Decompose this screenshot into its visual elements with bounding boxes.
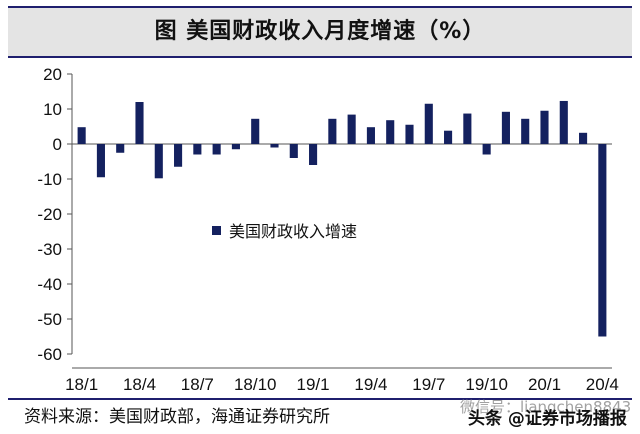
bar xyxy=(405,124,414,144)
x-tick-label: 18/10 xyxy=(234,375,277,394)
bar xyxy=(463,113,472,144)
bar xyxy=(598,144,607,337)
bar xyxy=(424,103,433,144)
title-rule xyxy=(8,56,632,58)
footer-credit: 头条 @证券市场播报 xyxy=(468,409,627,429)
footer-rule xyxy=(8,398,632,400)
y-tick-label: 10 xyxy=(43,100,62,119)
y-tick-label: -10 xyxy=(37,170,62,189)
source-note: 资料来源：美国财政部，海通证券研究所 xyxy=(24,407,330,427)
bar xyxy=(366,127,375,144)
bar xyxy=(174,144,183,167)
bar xyxy=(231,144,240,150)
bar xyxy=(386,120,395,144)
x-tick-label: 20/1 xyxy=(528,375,561,394)
bar xyxy=(289,144,298,158)
bar xyxy=(482,144,491,155)
y-tick-label: -60 xyxy=(37,345,62,364)
y-tick-label: -50 xyxy=(37,310,62,329)
bar xyxy=(347,114,356,144)
bar xyxy=(212,144,221,155)
bar xyxy=(193,144,202,155)
bar xyxy=(309,144,318,165)
x-tick-label: 18/7 xyxy=(181,375,214,394)
bar xyxy=(540,110,549,144)
bar xyxy=(116,144,125,153)
bar xyxy=(579,132,588,144)
title-band: 图 美国财政收入月度增速（%） xyxy=(8,8,632,56)
bar xyxy=(444,130,453,144)
bar xyxy=(501,111,510,144)
y-tick-label: -40 xyxy=(37,275,62,294)
top-rule xyxy=(8,6,632,8)
legend-swatch xyxy=(212,225,221,235)
bar xyxy=(270,144,279,148)
bar xyxy=(251,118,260,144)
x-tick-label: 18/4 xyxy=(123,375,156,394)
x-tick-label: 19/4 xyxy=(354,375,387,394)
x-tick-label: 20/4 xyxy=(586,375,619,394)
bar xyxy=(135,102,144,144)
legend-label: 美国财政收入增速 xyxy=(229,222,358,241)
legend: 美国财政收入增速 xyxy=(212,218,357,242)
x-tick-label: 19/7 xyxy=(412,375,445,394)
y-tick-label: -30 xyxy=(37,240,62,259)
y-tick-label: 0 xyxy=(53,135,62,154)
y-tick-label: 20 xyxy=(43,65,62,84)
watermark: 微信号：liangchen8843 xyxy=(460,398,632,416)
x-tick-label: 19/10 xyxy=(465,375,508,394)
y-tick-label: -20 xyxy=(37,205,62,224)
x-tick-label: 19/1 xyxy=(297,375,330,394)
bar xyxy=(521,118,530,144)
bar xyxy=(559,100,568,144)
bar xyxy=(77,127,86,144)
bar xyxy=(328,118,337,144)
x-tick-label: 18/1 xyxy=(65,375,98,394)
chart-title: 图 美国财政收入月度增速（%） xyxy=(154,19,486,44)
bar xyxy=(154,144,163,179)
bar xyxy=(96,144,105,178)
